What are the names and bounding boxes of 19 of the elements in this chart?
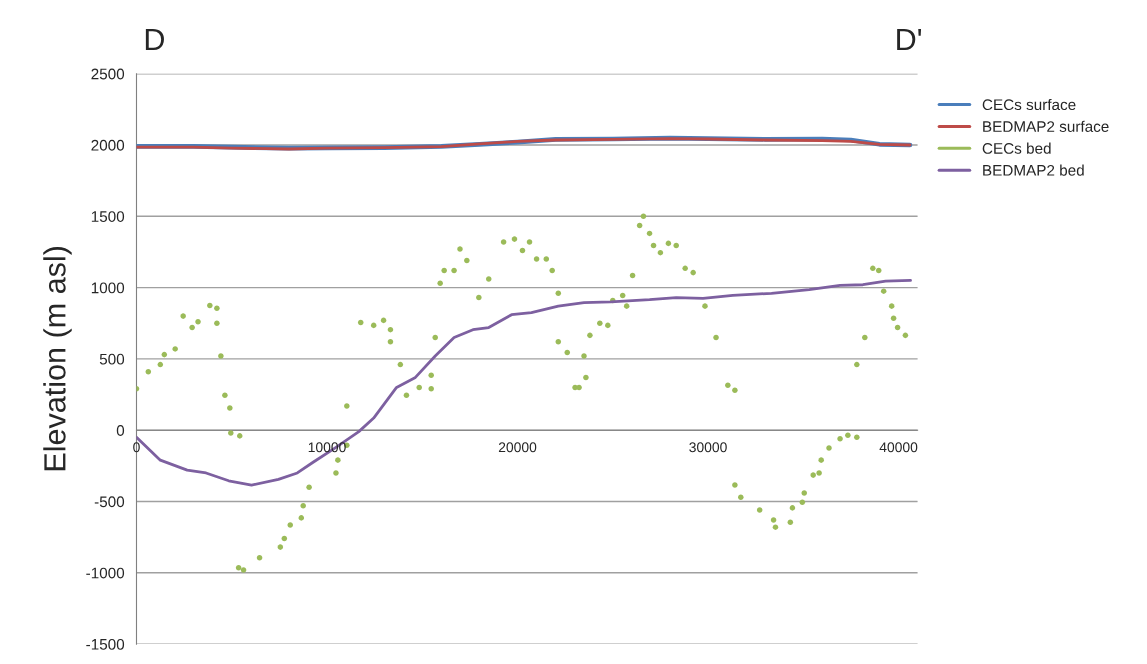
legend-label: BEDMAP2 bed bbox=[983, 164, 1084, 176]
y-axis-title: Elevation (m asl) bbox=[43, 247, 72, 471]
y-tick-label: 2500 bbox=[91, 68, 125, 80]
y-tick-label: 1000 bbox=[91, 282, 125, 294]
text: D' bbox=[897, 29, 922, 51]
x-tick-label: 40000 bbox=[879, 442, 918, 453]
x-tick-label: 30000 bbox=[689, 442, 727, 453]
x-tick-label: 20000 bbox=[498, 442, 537, 453]
y-tick-label: 2000 bbox=[91, 139, 125, 151]
legend-label: CECs bed bbox=[982, 142, 1051, 154]
y-tick-label: 0 bbox=[116, 425, 125, 436]
y-tick-label: -1000 bbox=[86, 567, 125, 579]
y-tick-label: -1500 bbox=[86, 638, 125, 650]
y-tick-label: 1500 bbox=[91, 211, 125, 222]
text: D bbox=[145, 29, 164, 51]
y-tick-label: 500 bbox=[99, 353, 125, 365]
legend-label: CECs surface bbox=[982, 98, 1076, 111]
legend-label: BEDMAP2 surface bbox=[983, 120, 1109, 132]
y-tick-label: -500 bbox=[94, 496, 125, 508]
